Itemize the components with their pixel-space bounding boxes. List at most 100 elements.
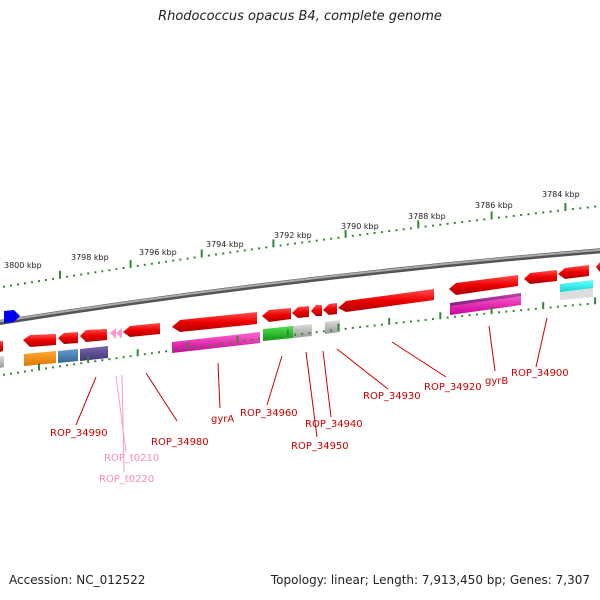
ruler-minor-tick (108, 358, 111, 361)
ruler-major-tick (490, 211, 493, 220)
ruler-minor-tick (286, 243, 289, 246)
ruler-minor-tick (165, 260, 168, 263)
ruler-minor-tick (272, 336, 275, 339)
ruler-minor-tick (373, 324, 376, 327)
ruler-minor-tick (143, 353, 146, 356)
trna-features (110, 328, 122, 339)
ruler-minor-tick (410, 320, 412, 323)
ruler-major-tick (129, 260, 132, 268)
ruler-minor-tick (542, 211, 545, 214)
ruler-major-tick (417, 220, 420, 229)
gene-labels: ROP_34990 ROP_34980 gyrA ROP_34960 ROP_3… (50, 368, 569, 485)
ruler-minor-tick (179, 348, 182, 351)
ruler-minor-tick (453, 315, 456, 318)
ruler-minor-tick (150, 262, 153, 265)
ruler-minor-tick (258, 247, 260, 250)
cds-arrow (262, 308, 291, 322)
ruler-minor-tick (150, 352, 153, 355)
ruler-minor-tick (3, 285, 5, 288)
ruler-minor-tick (24, 370, 26, 373)
ruler-minor-tick (549, 210, 552, 213)
ruler-minor-tick (505, 215, 508, 218)
ruler-minor-tick (10, 372, 12, 375)
ruler-minor-tick (337, 236, 340, 239)
ruler-minor-tick (31, 369, 33, 372)
ruler-minor-tick (10, 284, 12, 287)
ruler-minor-tick (402, 321, 405, 324)
ruler-minor-tick (279, 244, 282, 247)
ruler-major-tick (439, 312, 442, 320)
ruler-minor-tick (366, 325, 369, 328)
ruler-label: 3788 kbp (408, 212, 446, 221)
gene-label-rop-34900: ROP_34900 (511, 368, 569, 379)
ruler-major-tick (236, 335, 239, 343)
ruler-minor-tick (31, 281, 33, 284)
ruler-minor-tick (366, 232, 369, 235)
ruler-major-tick (136, 349, 139, 357)
ruler-minor-tick (512, 214, 515, 217)
ruler-major-tick (594, 297, 597, 305)
ruler-minor-tick (122, 356, 125, 359)
ruler-minor-tick (380, 323, 383, 326)
ruler-minor-tick (52, 277, 54, 280)
ruler-minor-tick (308, 240, 311, 243)
ruler-minor-tick (87, 272, 90, 275)
ruler-minor-tick (279, 335, 282, 338)
ruler-minor-tick (527, 308, 530, 311)
ruler-minor-tick (80, 362, 83, 365)
ruler-minor-tick (73, 363, 76, 366)
trna-label-rop-t0220: ROP_t0220 (99, 474, 154, 485)
ruler-minor-tick (200, 345, 203, 348)
ruler-minor-tick (24, 282, 26, 285)
ruler-bottom (3, 297, 597, 376)
ruler-minor-tick (446, 316, 449, 319)
annotation-bars (0, 280, 593, 368)
ruler-minor-tick (136, 264, 139, 267)
ruler-minor-tick (424, 225, 427, 228)
ruler-minor-tick (571, 208, 574, 211)
ruler-minor-tick (322, 238, 325, 241)
ruler-major-tick (38, 363, 40, 371)
ruler-minor-tick (52, 366, 54, 369)
ruler-minor-tick (557, 305, 559, 308)
ruler-minor-tick (122, 267, 125, 269)
ruler-minor-tick (468, 314, 471, 317)
ruler-minor-tick (410, 227, 412, 230)
ruler-major-tick (490, 307, 493, 315)
ruler-label: 3794 kbp (206, 240, 244, 249)
ruler-minor-tick (215, 253, 217, 256)
ruler-top (3, 203, 597, 288)
ruler-minor-tick (17, 283, 19, 286)
cds-features (0, 262, 600, 352)
cds-arrow (292, 306, 309, 318)
ruler-minor-tick (461, 221, 464, 223)
blue-feature-marker (4, 310, 20, 323)
ruler-minor-tick (94, 271, 97, 274)
trna-label-rop-t0210: ROP_t0210 (104, 453, 159, 464)
ruler-minor-tick (17, 371, 19, 374)
gene-label-rop-34940: ROP_34940 (305, 419, 363, 430)
ruler-minor-tick (527, 213, 530, 216)
ruler-minor-tick (571, 304, 574, 307)
ruler-minor-tick (94, 360, 97, 363)
ruler-minor-tick (193, 256, 196, 259)
ruler-minor-tick (512, 309, 515, 312)
ruler-minor-tick (520, 309, 523, 312)
ruler-minor-tick (3, 373, 5, 376)
ruler-minor-tick (461, 315, 464, 318)
cds-arrow (123, 323, 160, 337)
ruler-minor-tick (108, 269, 111, 272)
ruler-minor-tick (549, 306, 552, 309)
gene-label-rop-34950: ROP_34950 (291, 441, 349, 452)
ruler-major-tick (542, 302, 545, 310)
ruler-major-tick (337, 323, 340, 331)
ruler-labels: 3800 kbp 3798 kbp 3796 kbp 3794 kbp 3792… (4, 190, 580, 270)
ruler-minor-tick (301, 241, 304, 244)
ruler-minor-tick (73, 274, 76, 277)
ruler-label: 3796 kbp (139, 248, 177, 257)
ruler-minor-tick (215, 343, 217, 346)
ruler-minor-tick (101, 270, 104, 273)
gene-label-gyra: gyrA (211, 414, 234, 425)
ruler-major-tick (344, 229, 347, 238)
ruler-minor-tick (308, 332, 311, 334)
